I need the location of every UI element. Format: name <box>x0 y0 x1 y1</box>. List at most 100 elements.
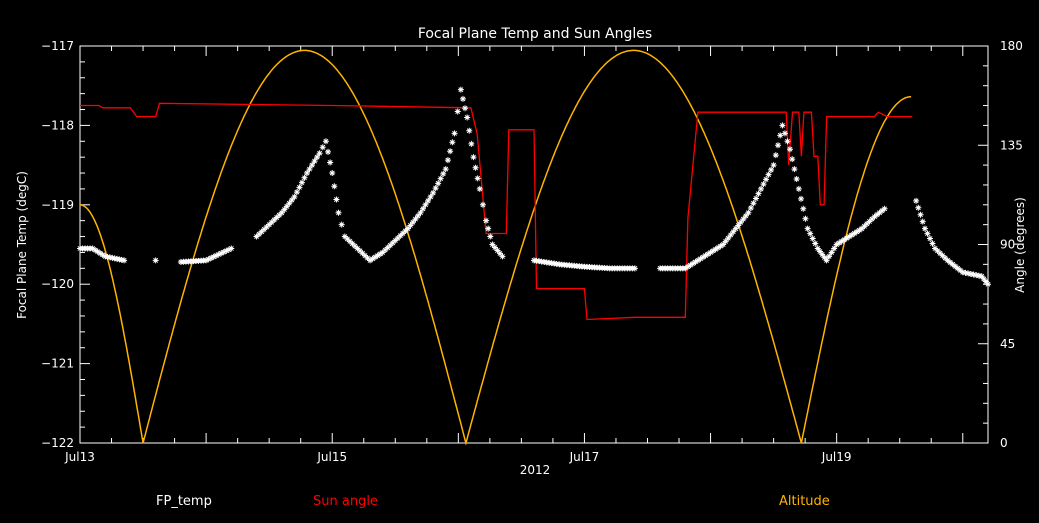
fp-temp-point <box>821 254 828 261</box>
fp-temp-point <box>942 254 949 261</box>
fp-temp-point <box>699 254 706 261</box>
fp-temp-point <box>697 255 704 262</box>
fp-temp-point <box>311 158 318 165</box>
fp-temp-point <box>491 244 498 251</box>
fp-temp-point <box>952 263 959 270</box>
fp-temp-point <box>468 140 475 147</box>
fp-temp-point <box>917 211 924 218</box>
fp-temp-point <box>89 245 96 252</box>
fp-temp-point <box>804 225 811 232</box>
axes: −117 −118 −119 −120 −121 −122 180 135 90 45 0 Jul13… <box>41 39 1023 464</box>
fp-temp-point <box>717 243 724 250</box>
fp-temp-point <box>957 267 964 274</box>
sun-angle-line <box>80 102 913 321</box>
fp-temp-point <box>397 232 404 239</box>
fp-temp-point <box>399 230 406 237</box>
fp-temp-point <box>316 150 323 157</box>
fp-temp-point <box>819 251 826 258</box>
fp-temp-point <box>770 162 777 169</box>
fp-temp-point <box>394 235 401 242</box>
fp-temp-point <box>432 185 439 192</box>
fp-temp-point <box>978 273 985 280</box>
fp-temp-point <box>973 272 980 279</box>
fp-temp-point <box>331 183 338 190</box>
fp-temp-point <box>737 219 744 226</box>
fp-temp-point <box>915 204 922 211</box>
fp-temp-point <box>389 239 396 246</box>
fp-temp-point <box>689 260 696 267</box>
fp-temp-point <box>228 245 235 252</box>
fp-temp-point <box>430 189 437 196</box>
fp-temp-point <box>947 259 954 266</box>
fp-temp-point <box>876 209 883 216</box>
fp-temp-point <box>359 250 366 257</box>
fp-temp-point <box>985 281 991 288</box>
fp-temp-point <box>261 226 268 233</box>
fp-temp-point <box>442 166 449 173</box>
y-left-tick-label: −117 <box>41 39 74 53</box>
fp-temp-point <box>851 230 858 237</box>
fp-temp-point <box>322 138 329 145</box>
fp-temp-point <box>807 230 814 237</box>
fp-temp-point <box>793 175 800 182</box>
y-left-tick-label: −120 <box>41 277 74 291</box>
fp-temp-point <box>333 196 340 203</box>
fp-temp-point <box>874 211 881 218</box>
fp-temp-point <box>344 235 351 242</box>
fp-temp-point <box>440 170 447 177</box>
fp-temp-point <box>306 166 313 173</box>
fp-temp-point <box>702 252 709 259</box>
x-tick-label: Jul17 <box>569 450 600 464</box>
y-left-tick-label: −122 <box>41 436 74 450</box>
fp-temp-point <box>379 249 386 256</box>
fp-temp-point <box>309 162 316 169</box>
fp-temp-point <box>826 253 833 260</box>
y-axis-right-label: Angle (degrees) <box>1013 197 1027 293</box>
fp-temp-point <box>944 257 951 264</box>
fp-temp-point <box>99 251 106 258</box>
fp-temp-point <box>763 176 770 183</box>
fp-temp-point <box>740 216 747 223</box>
fp-temp-point <box>283 203 290 210</box>
altitude-line <box>79 49 912 446</box>
fp-temp-point <box>364 254 371 261</box>
fp-temp-point <box>967 270 974 277</box>
fp-temp-point <box>836 239 843 246</box>
legend-altitude: Altitude <box>779 494 830 509</box>
fp-temp-point <box>464 114 471 121</box>
fp-temp-point <box>354 245 361 252</box>
legend-fp-temp: FP_temp <box>156 494 212 509</box>
fp-temp-point <box>356 247 363 254</box>
x-tick-label: Jul13 <box>64 450 95 464</box>
chart-title: Focal Plane Temp and Sun Angles <box>418 26 652 42</box>
fp-temp-point <box>387 242 394 249</box>
fp-temp-point <box>487 233 494 240</box>
x-axis-label: 2012 <box>520 463 551 477</box>
fp-temp-point <box>92 247 99 254</box>
fp-temp-point <box>924 230 931 237</box>
fp-temp-point <box>362 252 369 259</box>
fp-temp-point <box>841 236 848 243</box>
fp-temp-point <box>213 252 220 259</box>
fp-temp-point <box>881 205 888 212</box>
fp-temp-point <box>338 221 345 228</box>
fp-temp-point <box>499 253 506 260</box>
fp-temp-point <box>402 228 409 235</box>
fp-temp-point <box>768 166 775 173</box>
fp-temp-point <box>412 216 419 223</box>
plot-frame <box>79 45 989 444</box>
y-right-tick-label: 180 <box>1000 39 1023 53</box>
fp-temp-point <box>489 241 496 248</box>
fp-temp-point <box>939 252 946 259</box>
x-tick-label: Jul15 <box>316 450 347 464</box>
fp-temp-point <box>848 231 855 238</box>
fp-temp-point <box>828 249 835 256</box>
fp-temp-point <box>384 244 391 251</box>
fp-temp-point <box>980 275 987 282</box>
y-left-tick-label: −121 <box>41 357 74 371</box>
fp-temp-point <box>256 231 263 238</box>
fp-temp-point <box>457 86 464 93</box>
fp-temp-point <box>374 252 381 259</box>
fp-temp-point <box>934 247 941 254</box>
fp-temp-point <box>959 269 966 276</box>
